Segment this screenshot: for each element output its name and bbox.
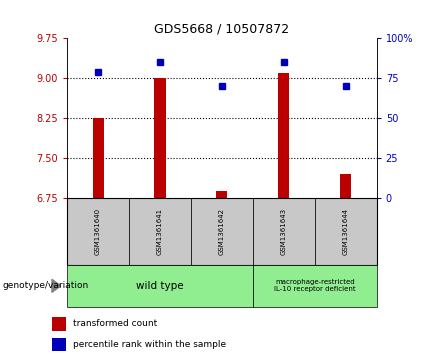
- Bar: [191, 198, 253, 265]
- Polygon shape: [52, 280, 61, 293]
- Text: GSM1361644: GSM1361644: [343, 208, 349, 255]
- Bar: [253, 265, 377, 307]
- Text: GSM1361641: GSM1361641: [157, 208, 163, 255]
- Text: GSM1361643: GSM1361643: [281, 208, 287, 255]
- Text: GSM1361642: GSM1361642: [219, 208, 225, 255]
- Text: GSM1361640: GSM1361640: [95, 208, 101, 255]
- Bar: [340, 174, 351, 198]
- Text: transformed count: transformed count: [73, 319, 157, 329]
- Bar: [52, 317, 66, 331]
- Text: percentile rank within the sample: percentile rank within the sample: [73, 340, 226, 349]
- Bar: [93, 118, 103, 198]
- Title: GDS5668 / 10507872: GDS5668 / 10507872: [154, 23, 290, 36]
- Text: wild type: wild type: [136, 281, 184, 291]
- Bar: [278, 73, 289, 198]
- Bar: [52, 338, 66, 351]
- Bar: [129, 198, 191, 265]
- Bar: [67, 265, 253, 307]
- Text: macrophage-restricted
IL-10 receptor deficient: macrophage-restricted IL-10 receptor def…: [274, 280, 355, 292]
- Bar: [253, 198, 315, 265]
- Bar: [155, 78, 165, 198]
- Bar: [216, 191, 227, 198]
- Text: genotype/variation: genotype/variation: [2, 281, 88, 290]
- Bar: [67, 198, 129, 265]
- Bar: [315, 198, 377, 265]
